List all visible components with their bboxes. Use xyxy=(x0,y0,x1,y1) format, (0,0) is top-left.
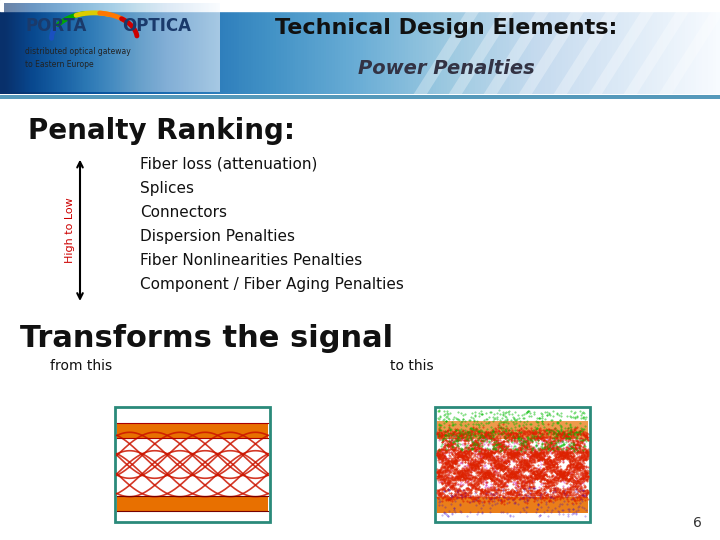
Text: Fiber Nonlinearities Penalties: Fiber Nonlinearities Penalties xyxy=(140,253,362,268)
Text: Splices: Splices xyxy=(140,181,194,196)
Text: Dispersion Penalties: Dispersion Penalties xyxy=(140,229,295,244)
Bar xyxy=(437,421,588,439)
Text: Technical Design Elements:: Technical Design Elements: xyxy=(275,18,618,38)
Text: PORTA: PORTA xyxy=(25,17,86,35)
Text: High to Low: High to Low xyxy=(65,198,75,263)
Bar xyxy=(117,409,268,520)
Text: distributed optical gateway
to Eastern Europe: distributed optical gateway to Eastern E… xyxy=(25,47,131,69)
Bar xyxy=(0,0,720,11)
Bar xyxy=(117,423,268,438)
Text: OPTICA: OPTICA xyxy=(122,17,192,35)
Bar xyxy=(117,496,268,510)
Text: Power Penalties: Power Penalties xyxy=(358,58,535,78)
Text: Transforms the signal: Transforms the signal xyxy=(20,324,393,353)
Text: 6: 6 xyxy=(693,516,702,530)
Bar xyxy=(115,407,270,522)
Text: Fiber loss (attenuation): Fiber loss (attenuation) xyxy=(140,157,318,172)
Bar xyxy=(437,409,588,520)
Bar xyxy=(435,407,590,522)
Text: to this: to this xyxy=(390,359,433,373)
Text: from this: from this xyxy=(50,359,112,373)
Text: Penalty Ranking:: Penalty Ranking: xyxy=(28,117,295,145)
Bar xyxy=(437,497,588,513)
Text: Connectors: Connectors xyxy=(140,205,227,220)
Text: Component / Fiber Aging Penalties: Component / Fiber Aging Penalties xyxy=(140,277,404,292)
